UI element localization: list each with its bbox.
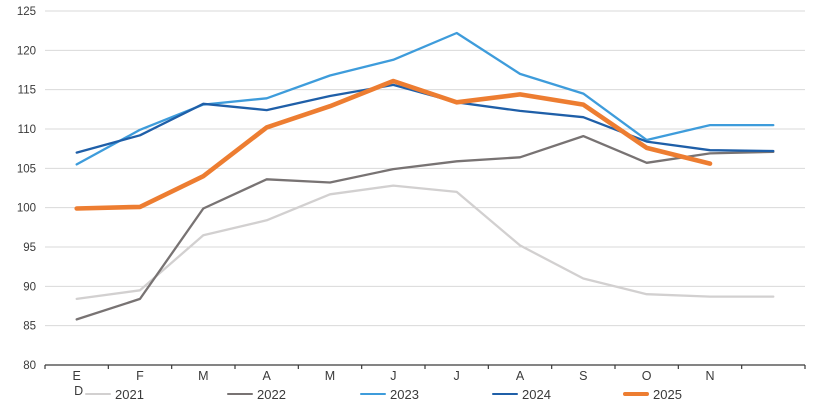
series-line-2025 [74,78,713,211]
y-axis-label: 110 [18,124,36,136]
series-line-2022 [75,134,775,321]
legend-label-2022: 2022 [257,386,286,402]
legend-swatch-2023 [360,392,386,396]
y-axis-label: 120 [17,45,36,57]
plot-area: 80 85 90 95 100 105 110 115 120 125 E F M A M J J A S O N D [17,6,806,398]
legend-label-2023: 2023 [390,386,419,402]
y-axis-label: 95 [23,242,36,254]
x-axis-label: J [390,369,396,383]
legend-swatch-2025 [623,391,649,397]
x-axis-label: O [642,369,652,383]
x-axis-label: J [454,369,460,383]
series-line-2024 [75,83,775,154]
legend-item-2021: 2021 [85,385,144,403]
y-axis-label: 105 [17,163,36,175]
legend-swatch-2024 [492,392,518,396]
x-axis-label: F [136,369,144,383]
legend-item-2022: 2022 [227,385,286,403]
legend-item-2023: 2023 [360,385,419,403]
legend-item-2024: 2024 [492,385,551,403]
x-axis-label-line2: D [74,384,83,398]
legend-swatch-2022 [227,392,253,396]
y-axis-label: 80 [23,360,36,372]
y-axis-label: 85 [23,321,36,333]
y-axis-label: 115 [18,85,36,97]
y-axis-label: 100 [17,203,36,215]
y-axis-label: 125 [17,6,36,18]
x-axis-label: A [516,369,525,383]
x-axis-label: N [705,369,714,383]
legend-label-2021: 2021 [115,386,144,402]
x-axis-label: A [262,369,271,383]
legend-label-2025: 2025 [653,386,682,402]
x-axis-label: M [198,369,208,383]
x-axis-label: E [72,369,80,383]
legend-item-2025: 2025 [623,385,682,403]
x-axis-label: S [579,369,587,383]
legend-swatch-2021 [85,392,111,396]
legend-label-2024: 2024 [522,386,551,402]
x-axis-label: M [325,369,335,383]
series-line-2021 [75,184,775,301]
y-axis-label: 90 [23,281,36,293]
chart-legend: 2021 2022 2023 2024 2025 [0,385,820,405]
